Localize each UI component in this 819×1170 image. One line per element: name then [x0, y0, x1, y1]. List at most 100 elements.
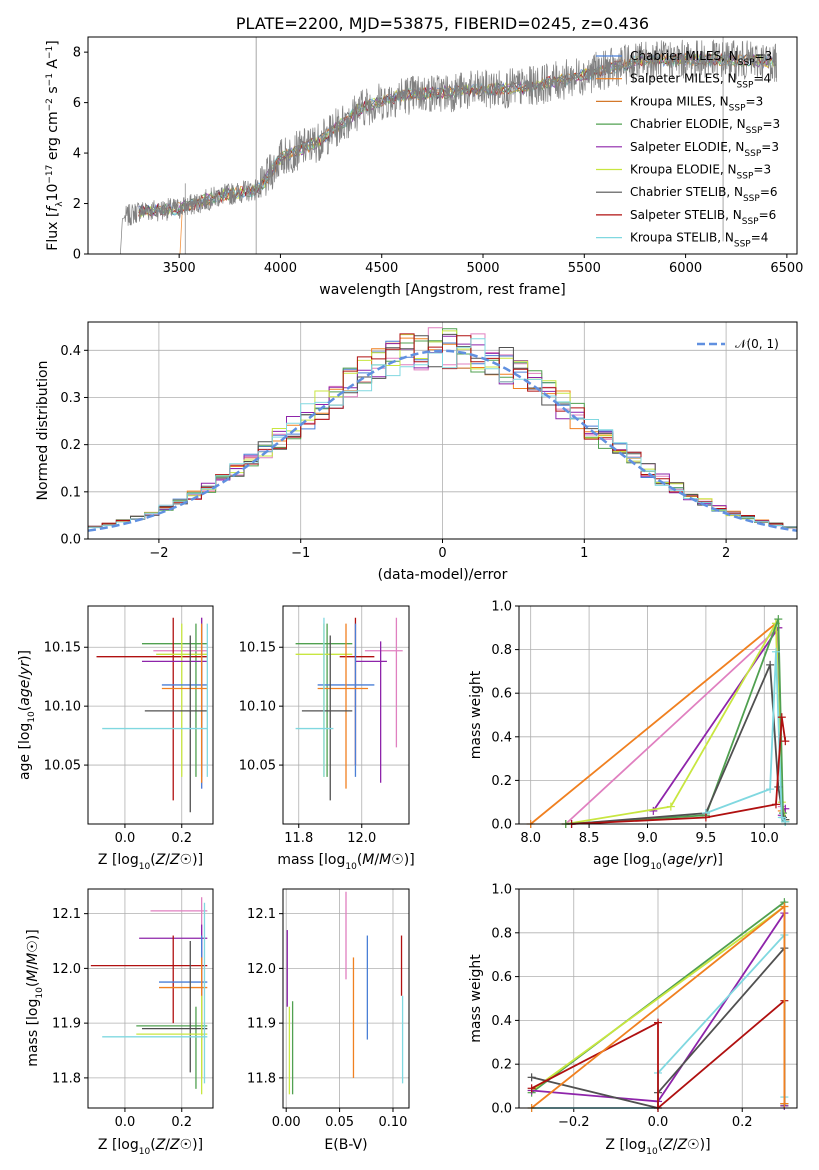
- x-tick-label: −2: [149, 546, 168, 561]
- y-tick-label: 11.8: [52, 1071, 81, 1086]
- normal-curve: [87, 349, 798, 532]
- legend-entry: Salpeter STELIB, NSSP=6: [630, 208, 776, 227]
- legend-entry: Kroupa MILES, NSSP=3: [630, 94, 763, 113]
- series-line-salpeter_stelib: [531, 1000, 785, 1110]
- series-line-salpeter_stelib: [571, 717, 787, 825]
- mass-vs-Z-panel: 0.0 0.2 11.8 11.9 12.0 12.1 Z [log10(Z/Z☉)] mas…: [25, 888, 214, 1157]
- legend-entry: 𝒩(0, 1): [735, 337, 779, 351]
- y-tick-label: 0.4: [491, 730, 512, 745]
- y-tick-label: 10.05: [239, 759, 276, 774]
- y-tick-label: 11.9: [52, 1017, 81, 1032]
- massweight-vs-age-panel: 8.0 8.5 9.0 9.5 10.0 0.0 0.2 0.4 0.6 0.8 1.0 age [l…: [468, 600, 798, 872]
- y-tick-label: 0.8: [491, 926, 512, 941]
- y-tick-label: 2: [73, 197, 81, 212]
- series-line-pink: [565, 625, 787, 825]
- y-tick-label: 0: [73, 248, 81, 263]
- axes-frame: [87, 605, 214, 825]
- y-tick-label: 10.05: [44, 759, 81, 774]
- y-tick-label: 0.2: [60, 438, 81, 453]
- x-tick-label: 0.2: [732, 1115, 753, 1130]
- x-tick-label: 9.0: [637, 831, 658, 846]
- x-tick-label: 0.10: [379, 1115, 408, 1130]
- y-tick-label: 10.10: [239, 700, 276, 715]
- x-tick-label: −1: [291, 546, 310, 561]
- x-tick-label: −0.2: [558, 1115, 590, 1130]
- y-tick-label: 0.6: [491, 970, 512, 985]
- x-tick-label: 3500: [163, 261, 196, 276]
- y-tick-label: 0.0: [491, 818, 512, 833]
- x-axis-label: E(B-V): [324, 1137, 367, 1153]
- y-tick-label: 12.0: [52, 962, 81, 977]
- x-axis-label: Z [log10(Z/Z☉)]: [98, 1137, 203, 1157]
- y-tick-label: 0.8: [491, 643, 512, 658]
- x-tick-label: 6000: [669, 261, 702, 276]
- legend-entry: Kroupa ELODIE, NSSP=3: [630, 163, 771, 182]
- y-tick-label: 6: [73, 96, 81, 111]
- x-tick-label: 0.0: [648, 1115, 669, 1130]
- age-vs-mass-panel: 11.8 12.0 10.05 10.10 10.15 mass [log10(M/M☉)…: [239, 605, 415, 872]
- y-tick-label: 0.2: [491, 1058, 512, 1073]
- x-tick-label: 6500: [770, 261, 803, 276]
- x-tick-label: 0.2: [171, 1115, 192, 1130]
- x-tick-label: 4500: [365, 261, 398, 276]
- axes-frame: [87, 888, 214, 1109]
- y-tick-label: 12.0: [247, 962, 276, 977]
- x-axis-label: Z [log10(Z/Z☉)]: [98, 852, 203, 872]
- legend-entry: Salpeter MILES, NSSP=4: [630, 72, 771, 91]
- y-tick-label: 0.1: [60, 485, 81, 500]
- massweight-vs-Z-panel: −0.2 0.0 0.2 0.0 0.2 0.4 0.6 0.8 1.0 Z [log10(Z/Z…: [468, 883, 798, 1157]
- spectrum-panel: PLATE=2200, MJD=53875, FIBERID=0245, z=0…: [45, 14, 803, 298]
- mass-vs-ebv-panel: 0.00 0.05 0.10 11.8 11.9 12.0 12.1 E(B-V): [247, 888, 410, 1153]
- legend-entry: Chabrier STELIB, NSSP=6: [630, 185, 778, 204]
- x-tick-label: 0.00: [272, 1115, 301, 1130]
- y-axis-label: Flux [fλ10−17 erg cm−2 s−1 A−1]: [45, 40, 65, 250]
- chart-title: PLATE=2200, MJD=53875, FIBERID=0245, z=0…: [236, 14, 649, 33]
- axes-frame: [87, 36, 798, 255]
- y-tick-label: 12.1: [247, 907, 276, 922]
- axes-frame: [87, 321, 798, 540]
- x-axis-label: wavelength [Angstrom, rest frame]: [319, 282, 565, 298]
- x-tick-label: 12.0: [347, 831, 376, 846]
- y-tick-label: 8: [73, 46, 81, 61]
- x-tick-label: 10.0: [750, 831, 779, 846]
- y-axis-label: Normed distribution: [35, 361, 51, 501]
- axes-frame: [282, 888, 410, 1109]
- residuals-panel: −2 −1 0 1 2 0.0 0.1 0.2 0.3 0.4 𝒩(0, 1) (data-model…: [35, 321, 798, 583]
- y-tick-label: 10.15: [44, 641, 81, 656]
- x-tick-label: 11.8: [284, 831, 313, 846]
- y-tick-label: 0.4: [491, 1014, 512, 1029]
- y-tick-label: 1.0: [491, 600, 512, 615]
- x-tick-label: 0.0: [115, 1115, 136, 1130]
- x-tick-label: 2: [722, 546, 730, 561]
- x-tick-label: 8.0: [520, 831, 541, 846]
- y-axis-label: mass [log10(M/M☉)]: [25, 929, 45, 1066]
- series-line-salpeter_miles: [530, 621, 787, 825]
- axes-frame: [282, 605, 410, 825]
- x-tick-label: 5000: [466, 261, 499, 276]
- legend-entry: Chabrier MILES, NSSP=3: [630, 49, 772, 68]
- x-tick-label: 8.5: [579, 831, 600, 846]
- y-tick-label: 0.0: [60, 533, 81, 548]
- y-axis-label: age [log10(age/yr)]: [17, 650, 37, 780]
- x-tick-label: 0.05: [325, 1115, 354, 1130]
- x-axis-label: (data-model)/error: [378, 567, 508, 583]
- y-tick-label: 1.0: [491, 883, 512, 898]
- y-tick-label: 0.0: [491, 1102, 512, 1117]
- y-tick-label: 10.10: [44, 700, 81, 715]
- x-axis-label: mass [log10(M/M☉)]: [277, 852, 414, 872]
- axes-frame: [518, 605, 798, 825]
- age-vs-Z-panel: 0.0 0.2 10.05 10.10 10.15 Z [log10(Z/Z☉)] age …: [17, 605, 214, 872]
- data-spectrum: [118, 39, 778, 255]
- x-tick-label: 4000: [264, 261, 297, 276]
- y-tick-label: 12.1: [52, 907, 81, 922]
- y-tick-label: 0.4: [60, 344, 81, 359]
- y-tick-label: 0.3: [60, 391, 81, 406]
- x-tick-label: 0.2: [171, 831, 192, 846]
- axes-frame: [518, 888, 798, 1109]
- legend-entry: Kroupa STELIB, NSSP=4: [630, 231, 768, 250]
- y-tick-label: 11.8: [247, 1071, 276, 1086]
- histogram-kroupa_stelib: [88, 338, 797, 529]
- x-tick-label: 0.0: [115, 831, 136, 846]
- x-axis-label: age [log10(age/yr)]: [593, 852, 723, 872]
